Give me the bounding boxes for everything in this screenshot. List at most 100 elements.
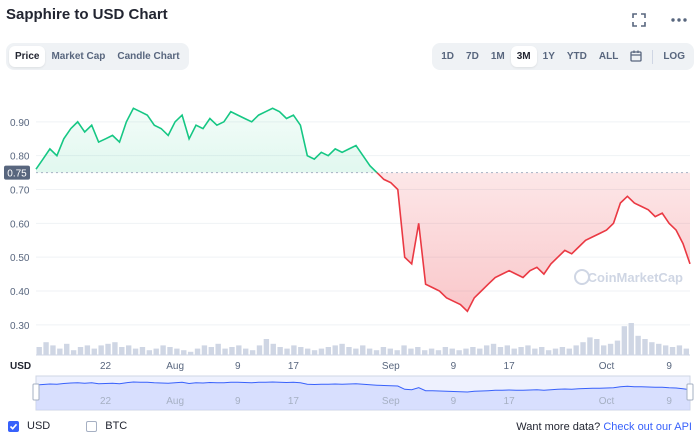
usd-checkbox[interactable] (8, 420, 19, 432)
volume-bar (304, 348, 311, 355)
volume-bar (353, 348, 359, 355)
volume-bar (580, 342, 586, 355)
x-tick-label: 9 (235, 361, 241, 372)
volume-bar (628, 323, 634, 355)
range-divider (652, 49, 654, 64)
volume-bar (284, 348, 290, 355)
watermark-logo (574, 269, 590, 285)
watermark-text: CoinMarketCap (588, 270, 683, 285)
x-tick-label: 9 (451, 361, 457, 372)
volume-bar (456, 350, 462, 355)
volume-bar (614, 340, 621, 355)
volume-bar (394, 350, 400, 355)
btc-toggle[interactable]: BTC (86, 420, 127, 432)
tab-price[interactable]: Price (9, 46, 46, 67)
range-1d[interactable]: 1D (441, 51, 455, 62)
volume-bar (587, 337, 593, 355)
volume-bar (291, 345, 297, 355)
range-7d[interactable]: 7D (466, 51, 479, 62)
calendar-icon[interactable] (624, 46, 648, 67)
area-below-reference (376, 172, 690, 312)
api-link[interactable]: Check out our API (603, 421, 692, 433)
volume-bar (539, 347, 545, 355)
volume-bar (442, 347, 449, 355)
volume-bar (325, 347, 332, 355)
volume-bar (621, 326, 628, 355)
volume-bar (428, 348, 435, 355)
navigator-tick-label: 22 (100, 396, 112, 407)
range-3m[interactable]: 3M (510, 46, 537, 67)
range-all[interactable]: ALL (598, 51, 619, 62)
volume-bar (125, 345, 132, 355)
y-tick-label: 0.70 (10, 186, 30, 197)
range-1y[interactable]: 1Y (542, 51, 555, 62)
volume-bar (463, 348, 469, 355)
log-toggle[interactable]: LOG (663, 51, 685, 62)
volume-bar (477, 348, 483, 355)
volume-bar (249, 350, 256, 355)
fullscreen-icon[interactable] (628, 9, 650, 31)
btc-checkbox[interactable] (86, 420, 98, 432)
volume-bar (552, 348, 559, 355)
volume-bar (601, 345, 607, 355)
x-unit-label: USD (10, 361, 31, 372)
volume-bar (497, 347, 504, 355)
volume-bar (483, 345, 490, 355)
volume-bar (64, 343, 70, 355)
usd-toggle[interactable]: USD (8, 420, 50, 432)
reference-label: 0.75 (7, 169, 27, 180)
volume-bar (518, 347, 524, 355)
volume-bar (360, 345, 366, 355)
volume-bar (263, 339, 270, 355)
volume-bar (57, 348, 63, 355)
volume-bar (669, 347, 676, 355)
tab-candle-chart[interactable]: Candle Chart (117, 51, 180, 62)
volume-bar (50, 345, 56, 355)
volume-bar (112, 342, 118, 355)
tab-market-cap[interactable]: Market Cap (51, 51, 106, 62)
y-tick-label: 0.90 (10, 118, 30, 129)
volume-bar (70, 350, 77, 355)
area-above-reference (36, 108, 690, 173)
volume-bar (676, 345, 683, 355)
navigator-area (36, 382, 690, 410)
volume-bar (525, 345, 531, 355)
price-line-up (35, 107, 379, 173)
volume-bar (332, 345, 338, 355)
navigator-handle[interactable] (32, 383, 40, 401)
range-1m[interactable]: 1M (490, 51, 505, 62)
volume-bar (229, 347, 235, 355)
more-icon[interactable] (668, 9, 690, 31)
x-tick-label: Sep (382, 361, 400, 372)
navigator-tick-label: 17 (288, 396, 300, 407)
y-tick-label: 0.60 (10, 219, 30, 230)
volume-bar (373, 350, 380, 355)
volume-bar (105, 343, 111, 355)
volume-bar (594, 339, 600, 355)
volume-bar (470, 347, 476, 355)
volume-bar (215, 343, 221, 355)
price-line-down (375, 172, 691, 313)
volume-bar (153, 348, 159, 355)
volume-bar (366, 348, 373, 355)
volume-bar (607, 343, 614, 355)
volume-bar (139, 347, 146, 355)
volume-bar (649, 342, 655, 355)
volume-bar (449, 348, 455, 355)
volume-bar (84, 345, 91, 355)
volume-bar (132, 348, 139, 355)
volume-bar (408, 348, 414, 355)
navigator-handle[interactable] (686, 383, 694, 401)
reference-badge (4, 165, 30, 180)
api-prompt: Want more data? (516, 421, 601, 433)
volume-bar (435, 350, 442, 355)
volume-bar (662, 345, 669, 355)
volume-bar (181, 350, 187, 355)
navigator-tick-label: 17 (504, 396, 516, 407)
y-tick-label: 0.80 (10, 152, 30, 163)
range-ytd[interactable]: YTD (566, 51, 587, 62)
volume-bar (187, 351, 194, 355)
volume-bar (208, 347, 214, 355)
price-chart[interactable]: 0.90 0.80 0.70 0.60 0.50 0.40 0.30 0.75 CoinMark… (0, 80, 700, 415)
x-tick-label: Oct (599, 361, 615, 372)
